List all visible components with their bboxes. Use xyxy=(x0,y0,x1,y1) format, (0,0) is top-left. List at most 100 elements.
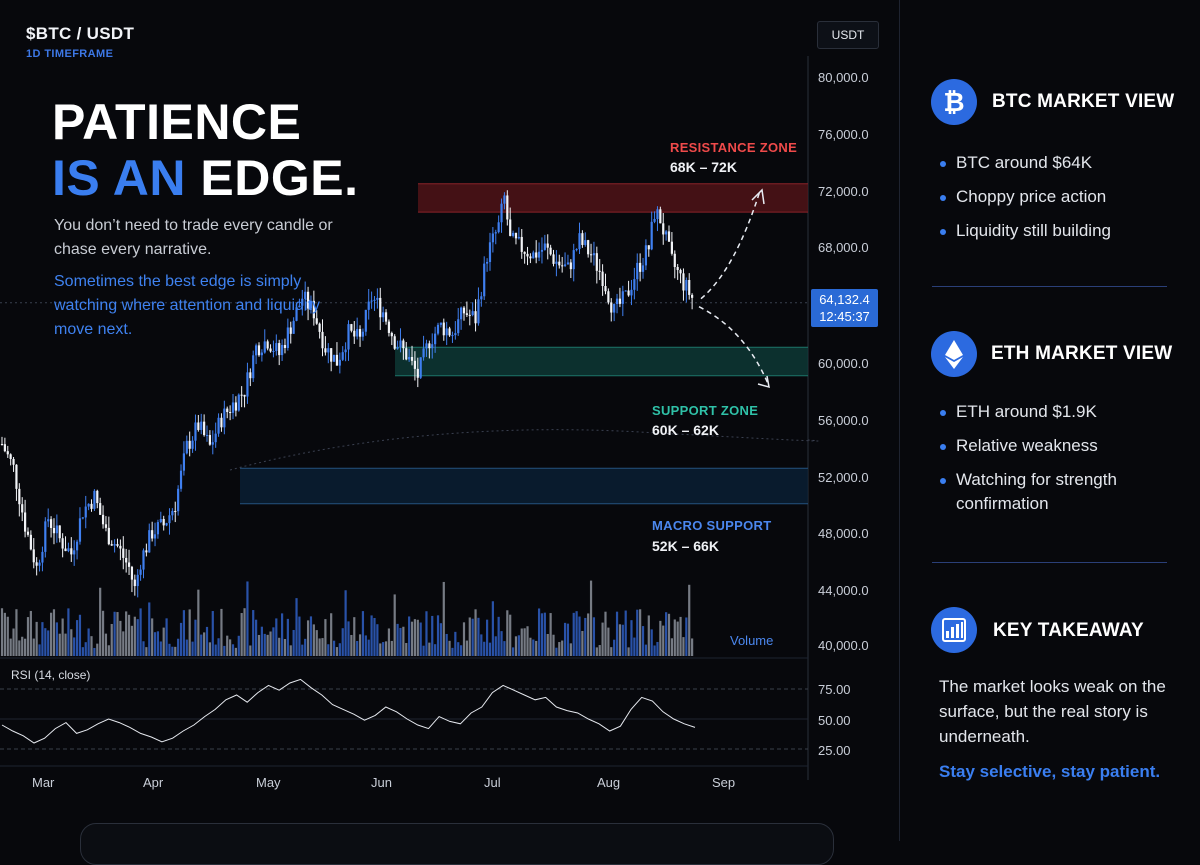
candle-body xyxy=(263,341,266,353)
volume-bar xyxy=(237,635,240,656)
pair-title: $BTC / USDT xyxy=(26,24,135,43)
eth-section-title: ETH MARKET VIEW xyxy=(991,343,1173,364)
volume-bar xyxy=(480,634,483,656)
candle-body xyxy=(107,527,110,545)
x-tick: Apr xyxy=(143,775,164,790)
candle-body xyxy=(260,352,263,356)
candle-body xyxy=(494,232,497,234)
candle-body xyxy=(434,333,437,345)
candle-body xyxy=(641,265,645,272)
projection-down-path xyxy=(698,306,769,385)
candle-body xyxy=(127,562,131,567)
volume-bar xyxy=(581,630,584,656)
volume-bar xyxy=(477,617,480,656)
volume-bar xyxy=(194,619,197,656)
candle-body xyxy=(194,422,197,441)
volume-bar xyxy=(266,634,269,656)
volume-bar xyxy=(289,645,292,656)
volume-bar xyxy=(145,647,148,656)
volume-bar xyxy=(200,634,203,656)
candle-body xyxy=(38,562,41,566)
volume-bar xyxy=(431,615,434,656)
candle-body xyxy=(480,296,483,300)
candle-body xyxy=(358,329,362,337)
volume-bar xyxy=(569,643,572,656)
currency-selector[interactable]: USDT xyxy=(817,21,879,49)
candle-body xyxy=(644,245,648,266)
candle-body xyxy=(47,519,50,522)
candle-body xyxy=(205,435,209,437)
volume-bar xyxy=(532,639,535,656)
candle-body xyxy=(387,321,391,333)
volume-bar xyxy=(682,637,685,656)
volume-bar xyxy=(231,644,235,656)
candle-body xyxy=(662,223,665,235)
volume-bar xyxy=(451,647,454,656)
btc-bullet: Liquidity still building xyxy=(940,219,1111,243)
candle-body xyxy=(179,470,183,489)
volume-bar xyxy=(448,640,451,656)
volume-bar xyxy=(49,612,53,656)
candle-body xyxy=(113,544,116,546)
candle-body xyxy=(231,402,235,413)
x-tick: Mar xyxy=(32,775,55,790)
candle-body xyxy=(367,301,370,310)
y-tick: 60,000.0 xyxy=(818,356,869,371)
candle-body xyxy=(21,504,24,513)
candle-body xyxy=(119,545,122,549)
candle-body xyxy=(35,562,38,566)
bottom-toolbar[interactable] xyxy=(80,823,834,865)
y-tick: 76,000.0 xyxy=(818,127,869,142)
volume-bar xyxy=(58,633,61,656)
candle-body xyxy=(78,518,82,542)
volume-bar xyxy=(217,638,220,656)
candle-body xyxy=(552,254,555,264)
volume-bar xyxy=(318,638,321,656)
volume-bar xyxy=(93,647,96,656)
volume-bar xyxy=(260,626,263,656)
candle-body xyxy=(156,522,160,535)
candle-body xyxy=(125,557,128,563)
candle-body xyxy=(9,454,12,460)
volume-bar xyxy=(604,611,607,656)
volume-bar xyxy=(165,618,168,656)
volume-bar xyxy=(615,611,619,656)
volume-bar xyxy=(220,608,223,656)
candle-body xyxy=(647,245,650,250)
volume-bar xyxy=(197,589,200,656)
candle-body xyxy=(229,412,232,414)
volume-bar xyxy=(468,617,471,656)
candle-body xyxy=(454,333,457,336)
candle-body xyxy=(509,219,512,236)
candle-body xyxy=(226,408,229,413)
volume-bar xyxy=(578,616,581,656)
candle-body xyxy=(81,517,84,519)
volume-bar xyxy=(341,628,344,656)
volume-bar xyxy=(523,628,526,656)
volume-bar xyxy=(214,644,217,656)
volume-bar xyxy=(87,628,90,656)
candle-body xyxy=(460,307,463,320)
candle-body xyxy=(332,354,336,362)
volume-bar xyxy=(243,608,246,656)
candle-body xyxy=(122,548,125,558)
volume-bar xyxy=(465,640,468,656)
candle-body xyxy=(110,544,113,546)
volume-bar xyxy=(107,645,110,656)
volume-bar xyxy=(598,645,601,656)
candle-body xyxy=(350,324,353,331)
candle-body xyxy=(506,195,509,220)
volume-bar xyxy=(327,644,330,656)
volume-bar xyxy=(474,609,477,656)
candle-body xyxy=(529,256,532,259)
volume-bar xyxy=(304,638,307,656)
volume-bar xyxy=(390,640,393,656)
candle-body xyxy=(477,299,480,324)
candle-body xyxy=(12,459,15,465)
volume-bar xyxy=(119,620,122,656)
candle-body xyxy=(312,300,315,319)
price-chart[interactable] xyxy=(0,0,900,841)
candle-body xyxy=(621,291,624,304)
x-tick: Sep xyxy=(712,775,736,790)
candle-body xyxy=(136,574,139,587)
